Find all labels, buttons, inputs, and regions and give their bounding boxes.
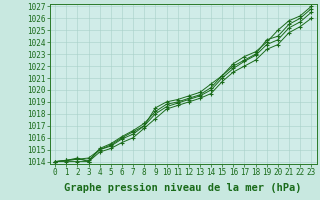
X-axis label: Graphe pression niveau de la mer (hPa): Graphe pression niveau de la mer (hPa) bbox=[64, 183, 302, 193]
